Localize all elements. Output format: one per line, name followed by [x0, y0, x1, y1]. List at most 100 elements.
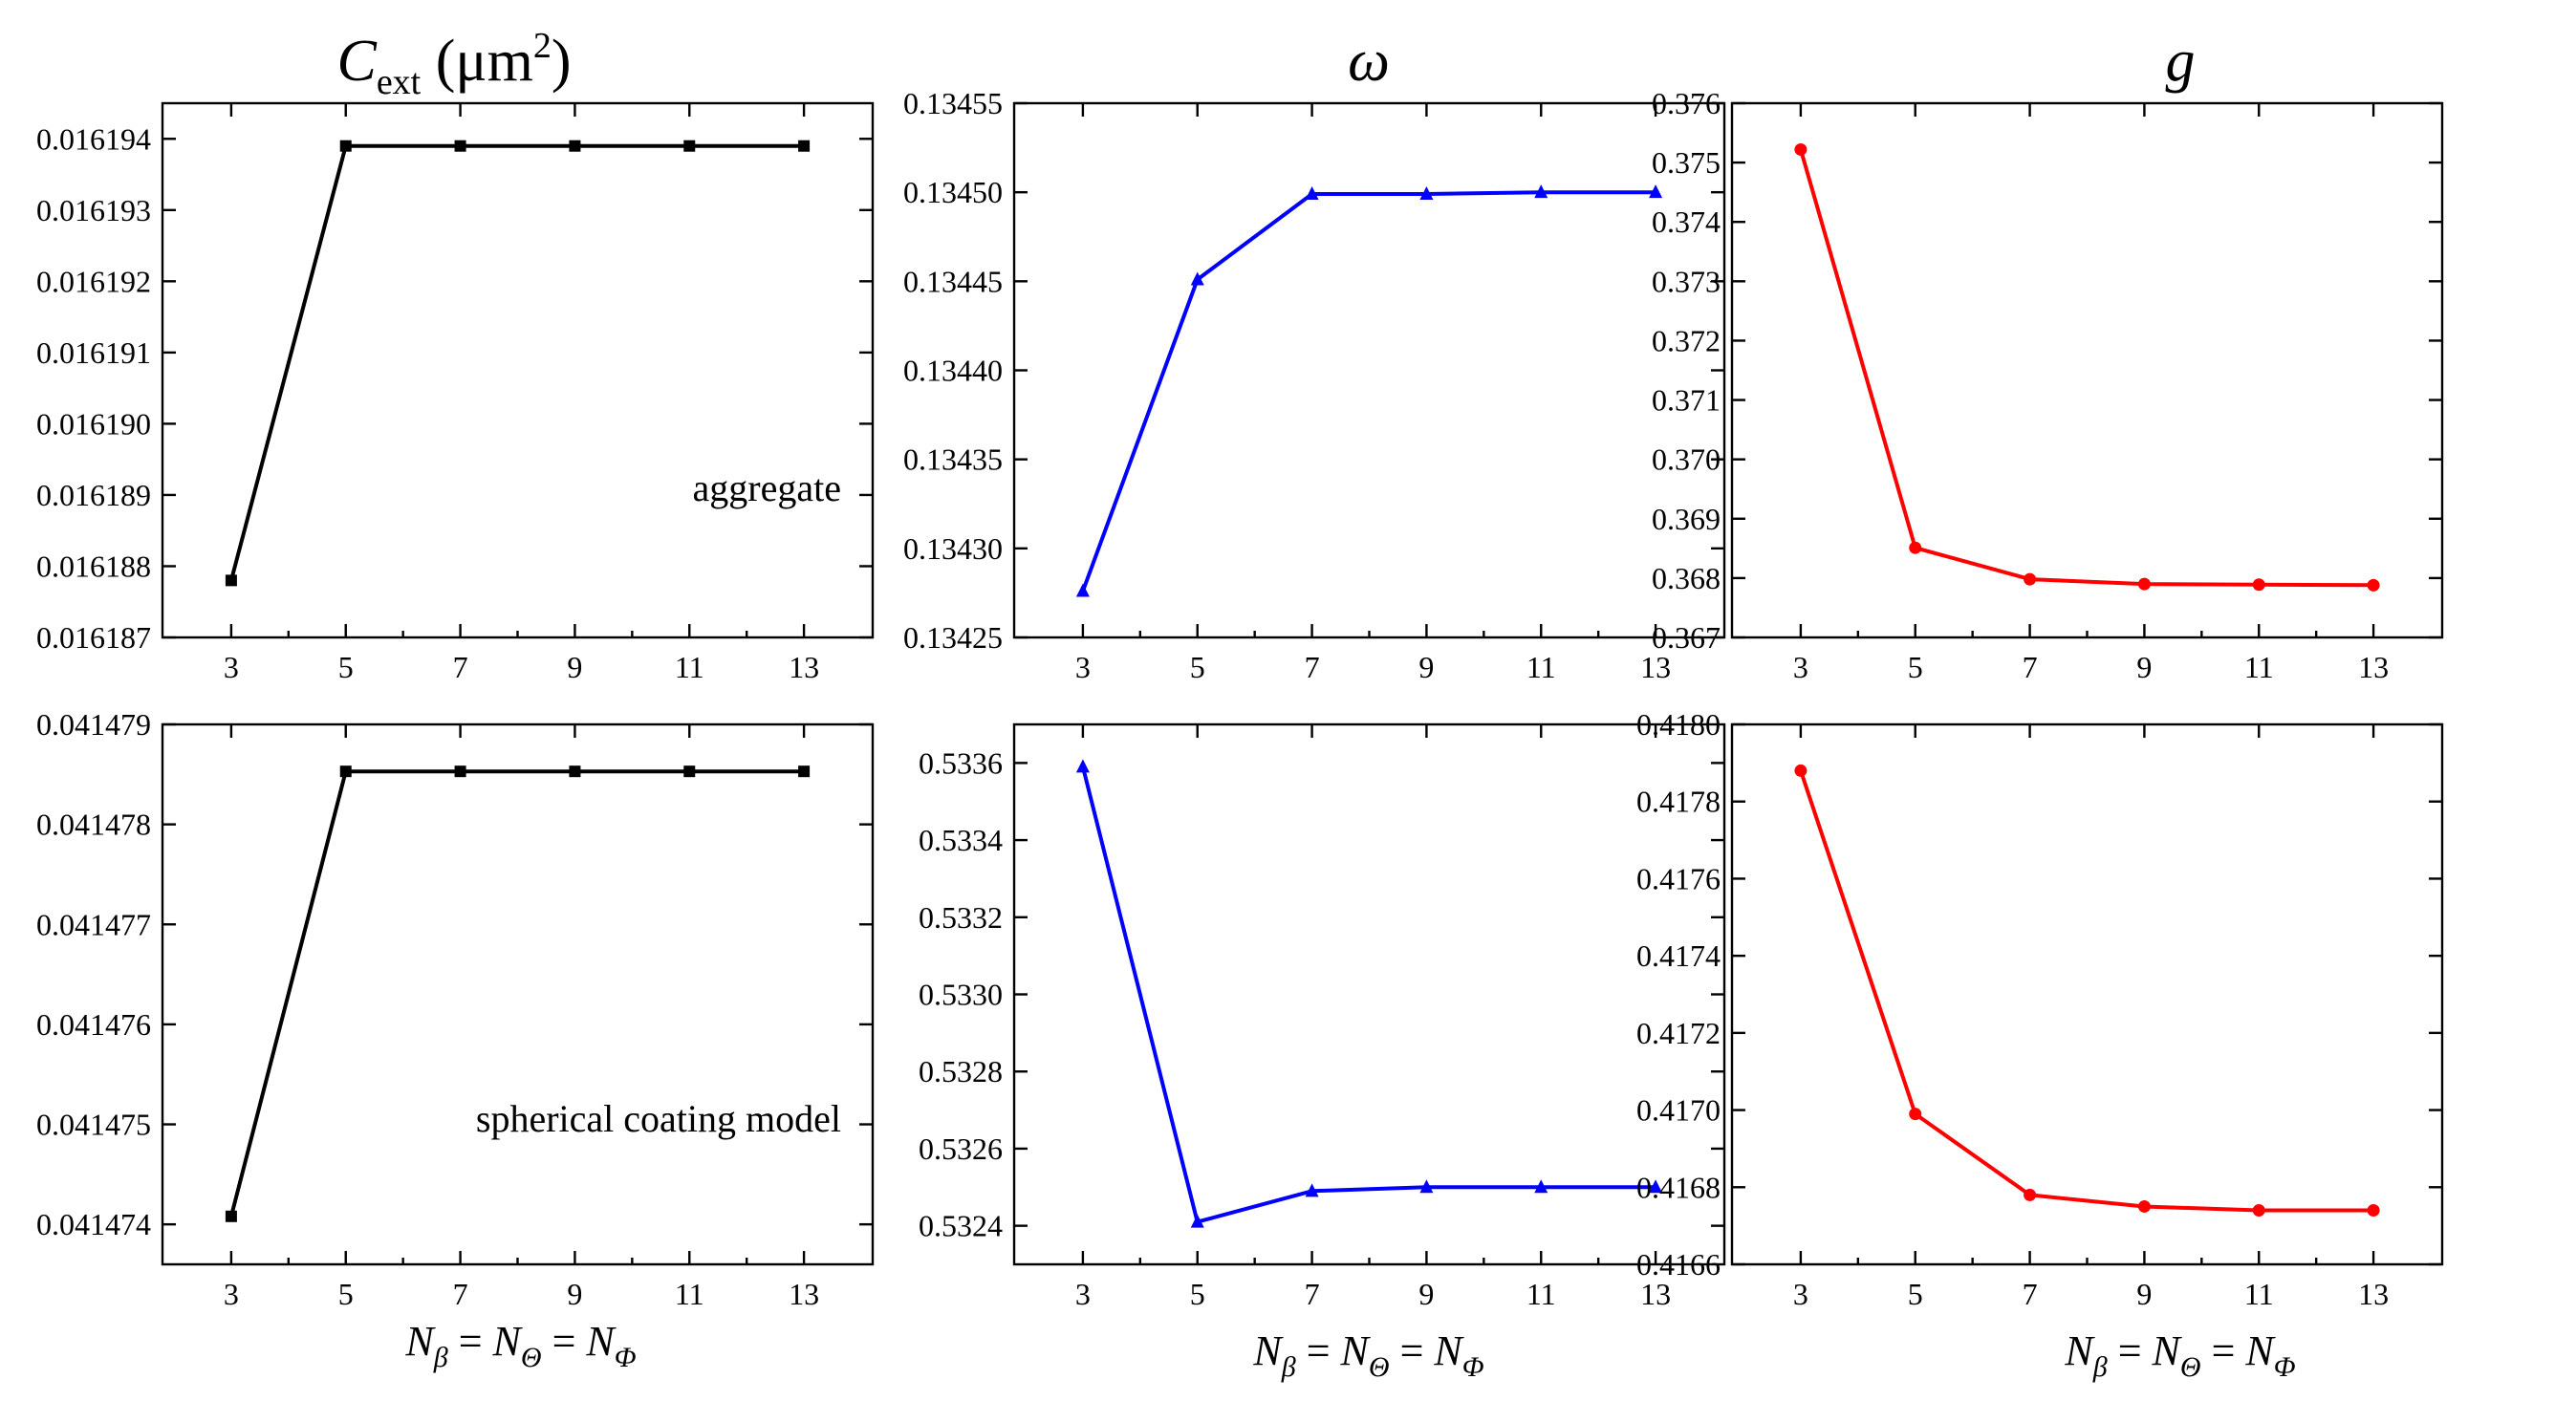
title-subscript: ext [377, 62, 422, 102]
x-tick-label: 11 [1526, 1277, 1556, 1311]
plot-frame [1730, 722, 2444, 1266]
data-point [454, 140, 466, 152]
panel-top-right: 3 5 7 9 11 13 0.367 0.368 0.369 0.370 0.371 0.372 0.… [1652, 86, 2444, 684]
y-tick-label: 0.041475 [36, 1108, 151, 1142]
panel-bottom-middle: 3 5 7 9 11 13 0.5324 0.5326 0.5328 0.5330 0.5332 0.… [919, 722, 1726, 1311]
y-tick-label: 0.13425 [903, 620, 1003, 655]
series-line [1080, 765, 1656, 1224]
data-point [1305, 1183, 1319, 1197]
y-tick-label: 0.016187 [36, 620, 151, 655]
data-point [1305, 186, 1319, 201]
data-point [569, 765, 581, 778]
y-tick-label: 0.4176 [1636, 861, 1721, 895]
data-point [2252, 578, 2265, 592]
x-tick-label: 5 [1190, 650, 1205, 684]
y-tick-label: 0.016193 [36, 193, 151, 227]
x-tick-label: 7 [453, 650, 468, 684]
y-tick-label: 0.5330 [919, 978, 1003, 1012]
y-tick-label: 0.5328 [919, 1054, 1003, 1088]
y-tick-label: 0.016191 [36, 335, 151, 370]
data-point [1190, 1214, 1204, 1228]
x-tick-label: 3 [1793, 650, 1808, 684]
data-point [569, 140, 581, 152]
data-point [2024, 1188, 2037, 1201]
data-point [1190, 271, 1204, 286]
y-tick-label: 0.041479 [36, 707, 151, 742]
y-tick-label: 0.369 [1652, 502, 1721, 536]
x-tick-label: 11 [2244, 650, 2274, 684]
y-tick-label: 0.016194 [36, 121, 151, 156]
data-point [1534, 1179, 1548, 1194]
y-tick-label: 0.372 [1652, 323, 1721, 357]
x-tick-label: 7 [2023, 1277, 2038, 1311]
panel-bottom-left: 3 5 7 9 11 13 0.041474 0.041475 0.041476 0.041477… [36, 707, 875, 1311]
data-point [1649, 1179, 1663, 1194]
y-tick-label: 0.373 [1652, 264, 1721, 298]
y-tick-label: 0.4170 [1636, 1093, 1721, 1128]
x-tick-label: 13 [789, 650, 819, 684]
title-close: ) [552, 29, 572, 94]
x-tick-label: 3 [224, 1277, 239, 1311]
y-tick-label: 0.368 [1652, 561, 1721, 595]
y-tick-label: 0.13440 [903, 354, 1003, 388]
plot-frame [161, 722, 875, 1266]
series-line [1798, 148, 2374, 588]
x-axis-label-middle: Nβ = NΘ = NΦ [1252, 1327, 1483, 1383]
title-superscript: 2 [533, 26, 552, 66]
y-tick-label: 0.371 [1652, 383, 1721, 418]
y-tick-label: 0.5326 [919, 1132, 1003, 1166]
panel-top-middle: 3 5 7 9 11 13 0.13425 0.13430 0.13435 0.13440 0.13… [903, 86, 1726, 684]
x-tick-label: 7 [2023, 650, 2038, 684]
y-tick-label: 0.374 [1652, 205, 1721, 239]
panel-top-left: 3 5 7 9 11 13 0.016187 0.016188 0.016189 0.016190… [36, 101, 875, 684]
y-tick-label: 0.375 [1652, 145, 1721, 180]
x-tick-label: 13 [2358, 1277, 2389, 1311]
data-point [339, 140, 352, 152]
y-tick-label: 0.041477 [36, 907, 151, 941]
panel-annotation: aggregate [693, 466, 841, 509]
x-tick-label: 13 [1640, 650, 1671, 684]
x-tick-label: 3 [1793, 1277, 1808, 1311]
x-tick-label: 5 [338, 650, 354, 684]
y-tick-label: 0.4174 [1636, 938, 1721, 973]
x-tick-label: 9 [567, 650, 582, 684]
y-tick-label: 0.4166 [1636, 1247, 1721, 1282]
x-tick-label: 7 [1305, 650, 1320, 684]
data-point [1534, 184, 1548, 199]
y-tick-label: 0.016188 [36, 549, 151, 583]
y-tick-label: 0.13435 [903, 442, 1003, 477]
y-tick-label: 0.370 [1652, 442, 1721, 477]
x-tick-label: 9 [567, 1277, 582, 1311]
x-tick-label: 11 [675, 650, 704, 684]
data-point [1419, 1179, 1434, 1194]
x-tick-label: 3 [1075, 1277, 1091, 1311]
x-tick-label: 11 [1526, 650, 1556, 684]
plot-frame [161, 101, 875, 639]
y-tick-label: 0.5334 [919, 823, 1003, 857]
data-point [1909, 1108, 1922, 1121]
data-point [2367, 578, 2380, 592]
panel-bottom-right: 3 5 7 9 11 130.41660.41680.41700.41720.41740.… [1636, 707, 2444, 1311]
x-tick-label: 11 [675, 1277, 704, 1311]
y-tick-label: 0.016189 [36, 478, 151, 512]
data-point [798, 765, 811, 778]
x-axis-label-right: Nβ = NΘ = NΦ [2064, 1327, 2295, 1383]
data-point [2024, 572, 2037, 586]
data-point [683, 140, 696, 152]
panel-annotation: spherical coating model [476, 1097, 841, 1140]
data-point [339, 765, 352, 778]
y-tick-label: 0.5336 [919, 745, 1003, 780]
title-asymmetry-factor: g [2166, 29, 2196, 94]
series-line [1081, 190, 1656, 593]
x-tick-label: 9 [2136, 1277, 2152, 1311]
y-tick-label: 0.4168 [1636, 1170, 1721, 1204]
y-tick-label: 0.041478 [36, 808, 151, 842]
series-line [228, 143, 805, 581]
data-point [1909, 541, 1922, 554]
data-point [2252, 1204, 2265, 1217]
data-point [2137, 577, 2151, 591]
data-point [2367, 1204, 2380, 1217]
x-tick-label: 11 [2244, 1277, 2274, 1311]
data-point [1419, 186, 1434, 201]
